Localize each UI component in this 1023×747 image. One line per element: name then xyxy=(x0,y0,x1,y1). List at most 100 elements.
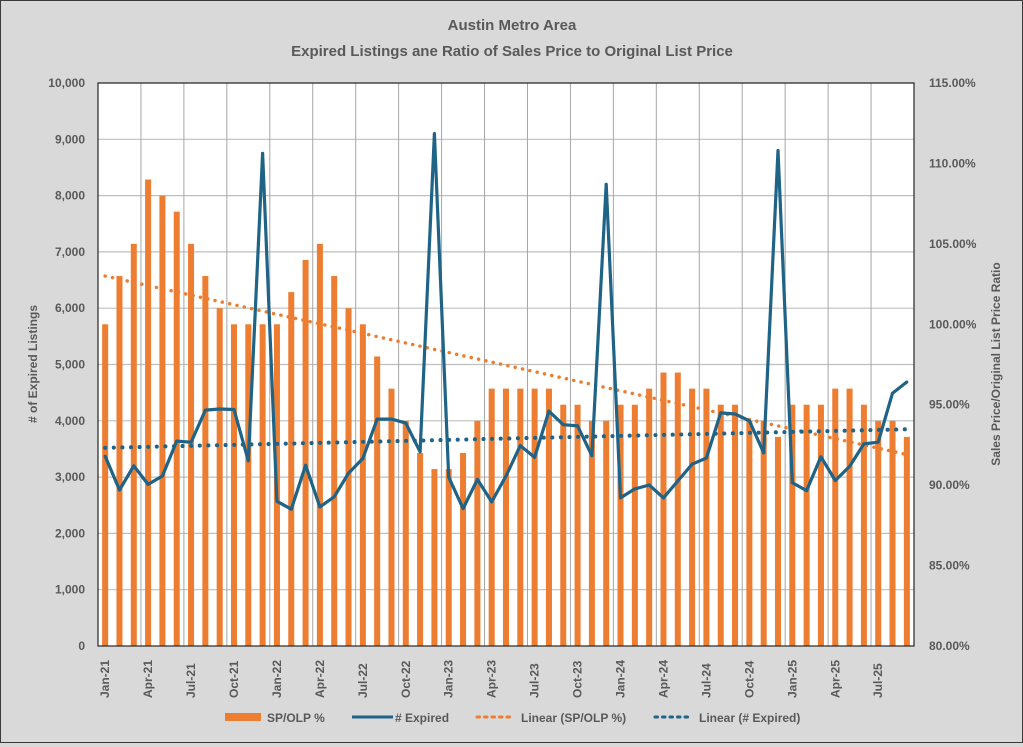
bar-Apr-22[interactable] xyxy=(316,243,323,646)
bar-Jan-25[interactable] xyxy=(789,404,796,646)
expired-point-Jul-21[interactable] xyxy=(189,440,193,444)
expired-point-May-22[interactable] xyxy=(332,495,336,499)
bar-Sep-21[interactable] xyxy=(216,308,223,646)
bar-Jun-21[interactable] xyxy=(173,211,180,646)
expired-point-Apr-22[interactable] xyxy=(318,505,322,509)
expired-point-Dec-23[interactable] xyxy=(604,182,608,186)
bar-Oct-24[interactable] xyxy=(746,420,753,646)
expired-point-Sep-21[interactable] xyxy=(218,407,222,411)
expired-point-Nov-23[interactable] xyxy=(590,454,594,458)
bar-Apr-23[interactable] xyxy=(488,388,495,646)
expired-point-Mar-24[interactable] xyxy=(647,483,651,487)
expired-point-Sep-25[interactable] xyxy=(905,380,909,384)
bar-Aug-24[interactable] xyxy=(717,404,724,646)
bar-Jan-21[interactable] xyxy=(102,324,109,646)
expired-point-Mar-22[interactable] xyxy=(304,463,308,467)
bar-May-25[interactable] xyxy=(846,388,853,646)
bar-Mar-25[interactable] xyxy=(817,404,824,646)
bar-Aug-21[interactable] xyxy=(202,276,209,646)
expired-point-Sep-24[interactable] xyxy=(733,412,737,416)
bar-Feb-22[interactable] xyxy=(288,292,295,646)
bar-Apr-25[interactable] xyxy=(832,388,839,646)
expired-point-Dec-22[interactable] xyxy=(432,132,436,136)
expired-point-Nov-22[interactable] xyxy=(418,450,422,454)
expired-point-Oct-21[interactable] xyxy=(232,408,236,412)
bar-Feb-21[interactable] xyxy=(116,276,123,646)
bar-Nov-22[interactable] xyxy=(417,452,424,646)
expired-point-Aug-23[interactable] xyxy=(547,409,551,413)
expired-point-Aug-21[interactable] xyxy=(203,408,207,412)
expired-point-Feb-22[interactable] xyxy=(289,507,293,511)
bar-Nov-23[interactable] xyxy=(588,420,595,646)
legend-item-sp-olp[interactable]: SP/OLP % xyxy=(225,711,325,725)
bar-Feb-23[interactable] xyxy=(460,452,467,646)
expired-point-Dec-24[interactable] xyxy=(776,149,780,153)
bar-May-21[interactable] xyxy=(159,195,166,646)
bar-Oct-23[interactable] xyxy=(574,404,581,646)
bar-Dec-24[interactable] xyxy=(774,436,782,646)
bar-Nov-21[interactable] xyxy=(245,324,252,646)
expired-point-Jun-24[interactable] xyxy=(690,462,694,466)
expired-point-Jun-23[interactable] xyxy=(518,444,522,448)
expired-point-Aug-24[interactable] xyxy=(719,411,723,415)
bar-Sep-22[interactable] xyxy=(388,388,395,646)
bar-Jun-25[interactable] xyxy=(860,404,867,646)
expired-point-Feb-21[interactable] xyxy=(117,488,121,492)
bar-Sep-25[interactable] xyxy=(903,436,910,646)
expired-point-Aug-25[interactable] xyxy=(891,391,895,395)
bar-Jan-24[interactable] xyxy=(617,404,624,646)
expired-point-Jul-25[interactable] xyxy=(876,440,880,444)
bar-Jul-22[interactable] xyxy=(359,324,366,646)
expired-point-Jan-25[interactable] xyxy=(790,481,794,485)
expired-point-Nov-21[interactable] xyxy=(246,459,250,463)
expired-point-May-23[interactable] xyxy=(504,474,508,478)
expired-point-Oct-22[interactable] xyxy=(404,421,408,425)
bar-Feb-25[interactable] xyxy=(803,404,810,646)
expired-point-Jan-24[interactable] xyxy=(619,496,623,500)
expired-point-Feb-23[interactable] xyxy=(461,507,465,511)
bar-Sep-24[interactable] xyxy=(732,404,739,646)
expired-point-Mar-21[interactable] xyxy=(132,464,136,468)
bar-Oct-22[interactable] xyxy=(402,420,409,646)
expired-point-Jun-21[interactable] xyxy=(175,439,179,443)
bar-Aug-22[interactable] xyxy=(374,356,381,646)
bar-Jul-25[interactable] xyxy=(875,420,882,646)
bar-Jan-23[interactable] xyxy=(445,469,452,646)
bar-May-23[interactable] xyxy=(502,388,510,646)
expired-point-Sep-23[interactable] xyxy=(561,423,565,427)
bar-Nov-24[interactable] xyxy=(760,420,767,646)
legend-item-expired[interactable]: # Expired xyxy=(352,711,449,725)
expired-point-Jun-22[interactable] xyxy=(347,471,351,475)
expired-point-Jul-23[interactable] xyxy=(533,455,537,459)
bar-Apr-24[interactable] xyxy=(660,372,667,646)
bar-Apr-21[interactable] xyxy=(145,179,152,646)
bar-Jul-24[interactable] xyxy=(703,388,710,646)
expired-point-Jul-22[interactable] xyxy=(361,457,365,461)
bar-Sep-23[interactable] xyxy=(560,404,567,646)
expired-point-Oct-23[interactable] xyxy=(576,424,580,428)
expired-point-Oct-24[interactable] xyxy=(747,419,751,423)
bar-Aug-25[interactable] xyxy=(889,420,896,646)
bar-Aug-23[interactable] xyxy=(545,388,552,646)
bar-Mar-22[interactable] xyxy=(302,259,309,646)
bar-Oct-21[interactable] xyxy=(230,324,238,646)
expired-point-Jun-25[interactable] xyxy=(862,442,866,446)
bar-Mar-21[interactable] xyxy=(130,243,137,646)
bar-Mar-23[interactable] xyxy=(474,420,481,646)
expired-point-Feb-24[interactable] xyxy=(633,487,637,491)
bar-Mar-24[interactable] xyxy=(646,388,653,646)
legend-item-linear-sp-olp[interactable]: Linear (SP/OLP %) xyxy=(475,711,626,725)
expired-point-Aug-22[interactable] xyxy=(375,417,379,421)
bar-Dec-23[interactable] xyxy=(603,420,610,646)
bar-May-24[interactable] xyxy=(674,372,681,646)
expired-point-Dec-21[interactable] xyxy=(261,151,265,155)
expired-point-May-24[interactable] xyxy=(676,479,680,483)
expired-point-Nov-24[interactable] xyxy=(762,451,766,455)
expired-point-Apr-25[interactable] xyxy=(833,478,837,482)
expired-point-Jul-24[interactable] xyxy=(704,456,708,460)
expired-point-Mar-23[interactable] xyxy=(475,477,479,481)
expired-point-Feb-25[interactable] xyxy=(805,489,809,493)
bar-May-22[interactable] xyxy=(331,276,338,646)
bar-Dec-22[interactable] xyxy=(431,469,438,646)
expired-point-May-25[interactable] xyxy=(848,464,852,468)
